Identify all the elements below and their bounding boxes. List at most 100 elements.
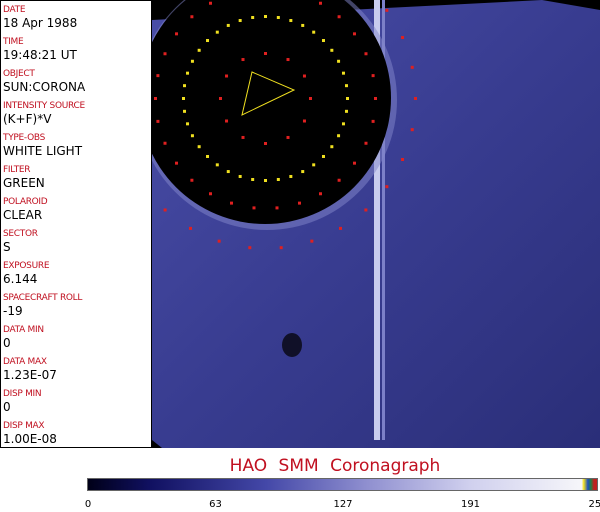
grid-marker bbox=[364, 141, 368, 145]
colorbar-tick-label: 0 bbox=[84, 499, 92, 510]
grid-marker bbox=[241, 135, 245, 139]
metadata-panel: DATE 18 Apr 1988 TIME 19:48:21 UT OBJECT SUN:… bbox=[0, 0, 152, 448]
grid-marker bbox=[209, 1, 212, 5]
field-label: SECTOR bbox=[3, 229, 38, 239]
grid-marker bbox=[226, 23, 230, 27]
field-value: SUN:CORONA bbox=[3, 80, 86, 94]
grid-marker bbox=[344, 109, 348, 113]
grid-marker bbox=[385, 8, 389, 12]
field-label: TYPE-OBS bbox=[3, 133, 46, 143]
grid-marker bbox=[252, 206, 256, 210]
field-label: POLAROID bbox=[3, 197, 48, 207]
grid-marker bbox=[286, 135, 290, 139]
field-value: (K+F)*V bbox=[3, 112, 52, 126]
plot-title: HAO SMM Coronagraph bbox=[229, 456, 441, 476]
field-value: 0 bbox=[3, 400, 11, 414]
grid-marker bbox=[371, 119, 375, 123]
field-value: 1.23E-07 bbox=[3, 368, 57, 382]
dark-spot bbox=[282, 333, 302, 357]
grid-marker bbox=[309, 97, 312, 100]
grid-marker bbox=[289, 19, 293, 23]
grid-marker bbox=[186, 122, 190, 126]
grid-marker bbox=[401, 158, 405, 162]
grid-marker bbox=[215, 163, 219, 167]
grid-marker bbox=[190, 134, 194, 138]
grid-marker bbox=[319, 1, 322, 5]
grid-marker bbox=[297, 201, 301, 205]
grid-marker bbox=[341, 71, 345, 75]
grid-marker bbox=[156, 119, 160, 123]
grid-marker bbox=[225, 74, 229, 78]
grid-marker bbox=[186, 71, 190, 75]
field-label: INTENSITY SOURCE bbox=[3, 101, 85, 111]
coronagraph-image bbox=[152, 0, 600, 448]
grid-marker bbox=[301, 170, 305, 174]
grid-marker bbox=[339, 226, 342, 230]
grid-marker bbox=[190, 59, 194, 63]
field-value: 18 Apr 1988 bbox=[3, 16, 78, 30]
grid-marker bbox=[183, 109, 187, 113]
field-value: 19:48:21 UT bbox=[3, 48, 77, 62]
field-label: EXPOSURE bbox=[3, 261, 50, 271]
grid-marker bbox=[276, 16, 280, 20]
grid-marker bbox=[337, 15, 341, 19]
grid-marker bbox=[337, 134, 341, 138]
field-value: CLEAR bbox=[3, 208, 43, 222]
colorbar-tick-label: 191 bbox=[460, 499, 481, 510]
grid-marker bbox=[301, 23, 305, 27]
grid-marker bbox=[238, 174, 242, 178]
grid-marker bbox=[251, 177, 255, 181]
grid-marker bbox=[401, 35, 405, 39]
grid-marker bbox=[364, 52, 368, 56]
grid-marker bbox=[337, 178, 341, 182]
occulter-pylon bbox=[374, 0, 380, 440]
grid-marker bbox=[226, 170, 230, 174]
grid-marker bbox=[251, 16, 255, 20]
grid-marker bbox=[182, 97, 185, 100]
grid-marker bbox=[156, 74, 160, 78]
grid-marker bbox=[248, 246, 252, 250]
field-label: DATA MIN bbox=[3, 325, 44, 335]
grid-marker bbox=[352, 32, 356, 36]
field-label: TIME bbox=[3, 37, 24, 47]
grid-marker bbox=[189, 226, 192, 230]
grid-marker bbox=[175, 161, 179, 165]
grid-marker bbox=[286, 58, 290, 62]
grid-marker bbox=[190, 15, 194, 19]
grid-marker bbox=[238, 19, 242, 23]
grid-marker bbox=[410, 128, 414, 132]
grid-marker bbox=[374, 97, 377, 100]
grid-marker bbox=[217, 239, 221, 243]
field-label: DISP MIN bbox=[3, 389, 42, 399]
grid-marker bbox=[364, 208, 368, 212]
grid-marker bbox=[163, 141, 167, 145]
grid-marker bbox=[215, 30, 219, 34]
field-label: DISP MAX bbox=[3, 421, 45, 431]
grid-marker bbox=[310, 239, 314, 243]
grid-marker bbox=[346, 97, 349, 100]
field-value: 6.144 bbox=[3, 272, 38, 286]
sun-marker bbox=[241, 71, 296, 116]
grid-marker bbox=[321, 39, 325, 43]
grid-marker bbox=[264, 15, 267, 18]
colorbar bbox=[87, 478, 598, 491]
grid-marker bbox=[330, 48, 334, 52]
field-value: WHITE LIGHT bbox=[3, 144, 83, 158]
grid-marker bbox=[197, 145, 201, 149]
grid-marker bbox=[344, 84, 348, 88]
grid-marker bbox=[341, 122, 345, 126]
grid-marker bbox=[219, 97, 222, 100]
grid-marker bbox=[241, 58, 245, 62]
grid-marker bbox=[209, 192, 212, 196]
grid-marker bbox=[230, 201, 234, 205]
grid-marker bbox=[352, 161, 356, 165]
field-label: OBJECT bbox=[3, 69, 35, 79]
grid-marker bbox=[330, 145, 334, 149]
grid-marker bbox=[264, 52, 267, 55]
field-value: 1.00E-08 bbox=[3, 432, 57, 446]
grid-marker bbox=[276, 177, 280, 181]
grid-marker bbox=[302, 74, 306, 78]
grid-marker bbox=[264, 142, 267, 145]
grid-marker bbox=[279, 246, 283, 250]
grid-marker bbox=[206, 154, 210, 158]
